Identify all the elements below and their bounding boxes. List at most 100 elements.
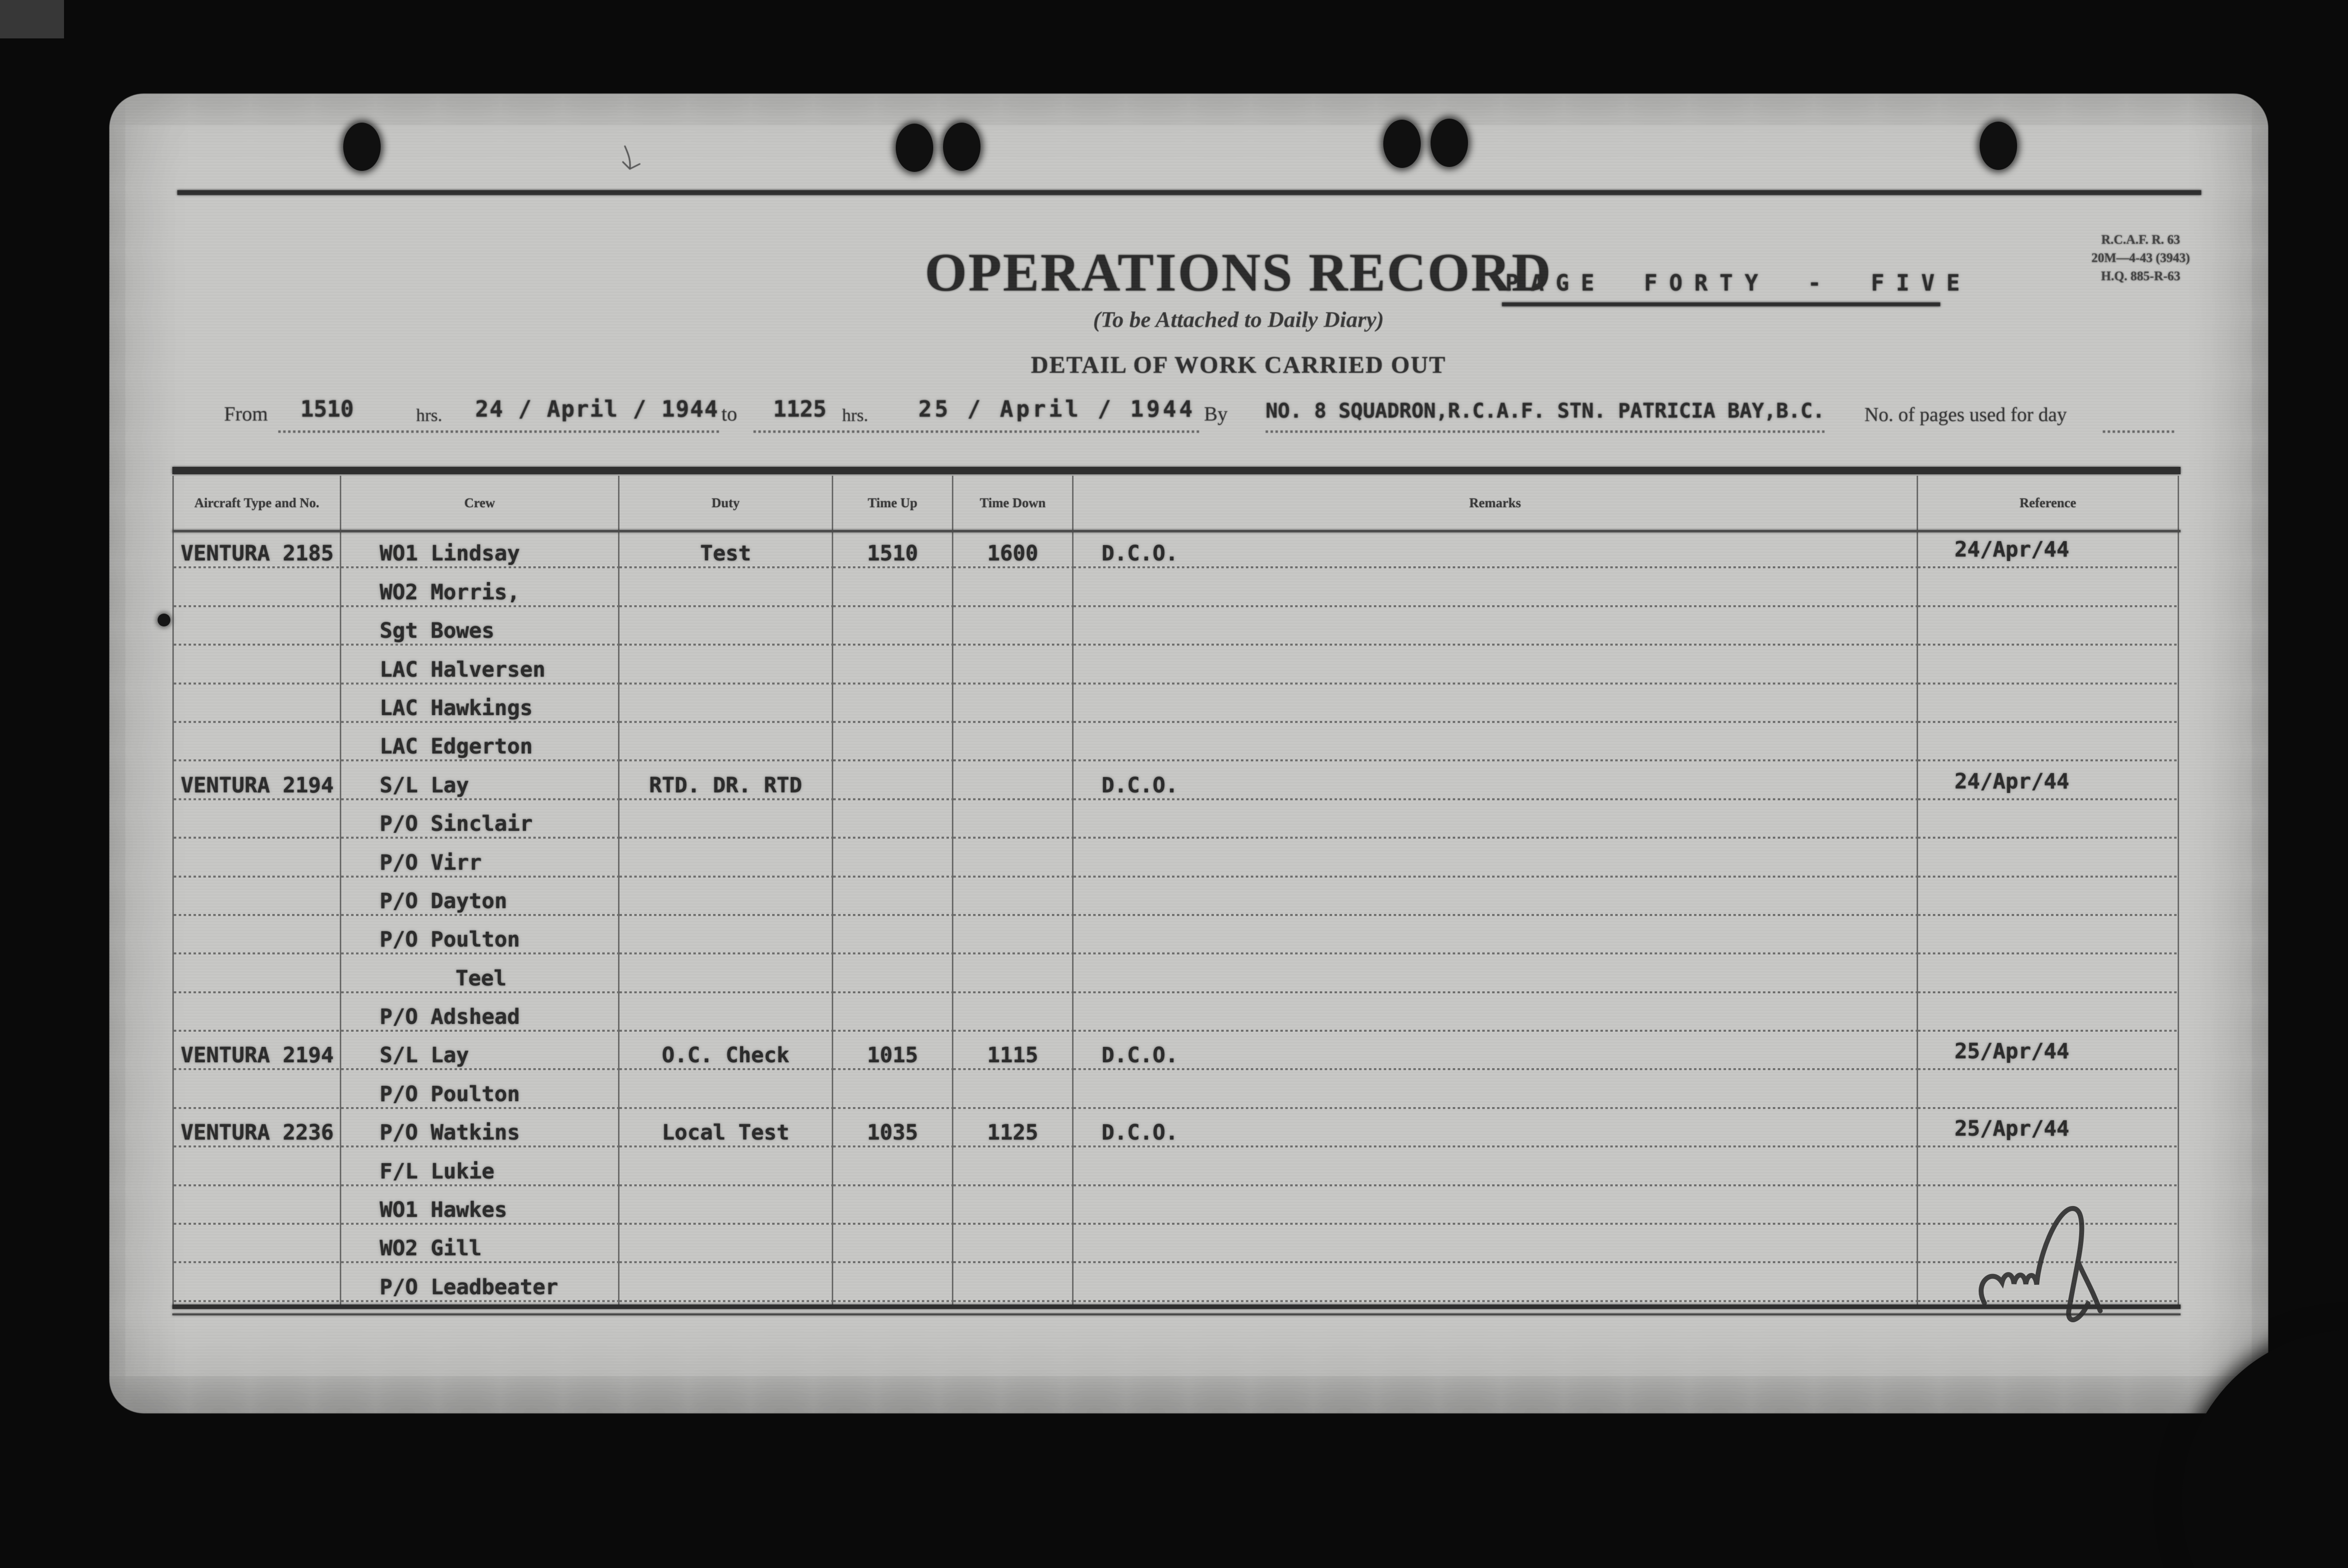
dotted-leader (2103, 430, 2174, 433)
cell-time_down (953, 1266, 1074, 1305)
cell-reference (1918, 609, 2179, 649)
cell-time_down (953, 1227, 1074, 1266)
cell-remarks (1074, 918, 1918, 957)
cell-crew: P/O Dayton (341, 880, 620, 918)
table-body: VENTURA 2185 WO1 Lindsay Test 1510 1600 D.C.O… (172, 532, 2179, 1305)
cell-time_down (953, 918, 1074, 957)
cell-aircraft: VENTURA 2236 (172, 1111, 341, 1150)
cell-remarks: D.C.O. (1074, 764, 1918, 803)
column-header-crew: Crew (341, 476, 620, 530)
table-top-border (172, 467, 2181, 474)
scan-edge-artifact (0, 0, 64, 38)
to-label: to (721, 402, 737, 425)
cell-duty (620, 841, 833, 880)
cell-remarks (1074, 802, 1918, 842)
cell-time_down (953, 648, 1074, 687)
cell-reference (1918, 571, 2179, 610)
cell-crew: P/O Poulton (341, 1073, 620, 1111)
cell-aircraft (172, 1073, 341, 1111)
page-subtitle: (To be Attached to Daily Diary) (1093, 307, 1384, 332)
punch-hole (896, 124, 933, 172)
cell-aircraft (172, 802, 341, 842)
cell-aircraft (172, 995, 341, 1035)
table-row: LAC Halversen (172, 648, 2179, 687)
cell-reference (1918, 1150, 2179, 1189)
cell-time_up (833, 995, 953, 1035)
cell-crew: WO1 Lindsay (341, 532, 620, 571)
unit-value: NO. 8 SQUADRON,R.C.A.F. STN. PATRICIA BA… (1266, 399, 1825, 423)
cell-time_up (833, 571, 953, 610)
form-ref-line: R.C.A.F. R. 63 (2101, 232, 2181, 247)
cell-remarks (1074, 995, 1918, 1035)
cell-reference (1918, 802, 2179, 842)
cell-remarks: D.C.O. (1074, 1111, 1918, 1150)
cell-duty: O.C. Check (620, 1034, 833, 1073)
cell-time_down: 1125 (953, 1111, 1074, 1150)
table-row: VENTURA 2194 S/L Lay RTD. DR. RTD D.C.O. 24/… (172, 764, 2179, 803)
cell-duty (620, 1188, 833, 1228)
ink-blot (158, 614, 170, 626)
cell-crew: P/O Virr (341, 841, 620, 880)
cell-time_up (833, 686, 953, 725)
cell-time_up (833, 1188, 953, 1228)
cell-crew: P/O Leadbeater (341, 1266, 620, 1305)
cell-time_up (833, 648, 953, 687)
cell-duty (620, 1266, 833, 1305)
table-bottom-border (172, 1305, 2181, 1309)
cell-crew: S/L Lay (341, 1034, 620, 1073)
cell-reference (1918, 995, 2179, 1035)
cell-time_up (833, 841, 953, 880)
table-row: P/O Dayton (172, 880, 2179, 918)
cell-duty (620, 957, 833, 996)
cell-reference: 24/Apr/44 (1918, 532, 2179, 571)
cell-aircraft (172, 686, 341, 725)
cell-remarks: D.C.O. (1074, 1034, 1918, 1073)
cell-remarks (1074, 841, 1918, 880)
cell-time_up (833, 609, 953, 649)
cell-duty (620, 609, 833, 649)
cell-reference (1918, 1188, 2179, 1228)
cell-crew: P/O Adshead (341, 995, 620, 1035)
cell-time_down (953, 571, 1074, 610)
cell-remarks: D.C.O. (1074, 532, 1918, 571)
cell-crew: S/L Lay (341, 764, 620, 803)
cell-time_up (833, 764, 953, 803)
cell-time_down (953, 686, 1074, 725)
cell-time_up: 1015 (833, 1034, 953, 1073)
signature-icon (1979, 1206, 2103, 1322)
cell-time_up (833, 957, 953, 996)
cell-time_down (953, 957, 1074, 996)
to-date-value: 25 / April / 1944 (918, 396, 1196, 422)
table-row: Teel (172, 957, 2179, 996)
cell-reference (1918, 1266, 2179, 1305)
cell-aircraft (172, 1188, 341, 1228)
cell-crew: WO2 Gill (341, 1227, 620, 1266)
cell-crew: LAC Halversen (341, 648, 620, 687)
cell-duty (620, 918, 833, 957)
cell-crew: P/O Sinclair (341, 802, 620, 842)
cell-reference (1918, 880, 2179, 918)
cell-crew: F/L Lukie (341, 1150, 620, 1189)
table-row: LAC Hawkings (172, 686, 2179, 725)
cell-time_down: 1600 (953, 532, 1074, 571)
cell-duty (620, 1150, 833, 1189)
from-time-value: 1510 (300, 396, 354, 422)
cell-aircraft (172, 1266, 341, 1305)
cell-reference (1918, 725, 2179, 764)
cell-reference (1918, 957, 2179, 996)
cell-time_up (833, 1073, 953, 1111)
cell-remarks (1074, 1188, 1918, 1228)
punch-hole (343, 123, 381, 171)
cell-time_up (833, 880, 953, 918)
cell-time_down (953, 841, 1074, 880)
column-header-duty: Duty (620, 476, 833, 530)
table-row: VENTURA 2185 WO1 Lindsay Test 1510 1600 D.C.O… (172, 532, 2179, 571)
cell-aircraft (172, 725, 341, 764)
cell-time_down (953, 725, 1074, 764)
table-row: P/O Adshead (172, 995, 2179, 1035)
punch-hole (1980, 122, 2017, 170)
form-reference-block: R.C.A.F. R. 63 20M—4-43 (3943) H.Q. 885-… (2084, 230, 2197, 285)
column-header-remarks: Remarks (1074, 476, 1918, 530)
from-date-value: 24 / April / 1944 (475, 396, 719, 422)
cell-reference (1918, 648, 2179, 687)
